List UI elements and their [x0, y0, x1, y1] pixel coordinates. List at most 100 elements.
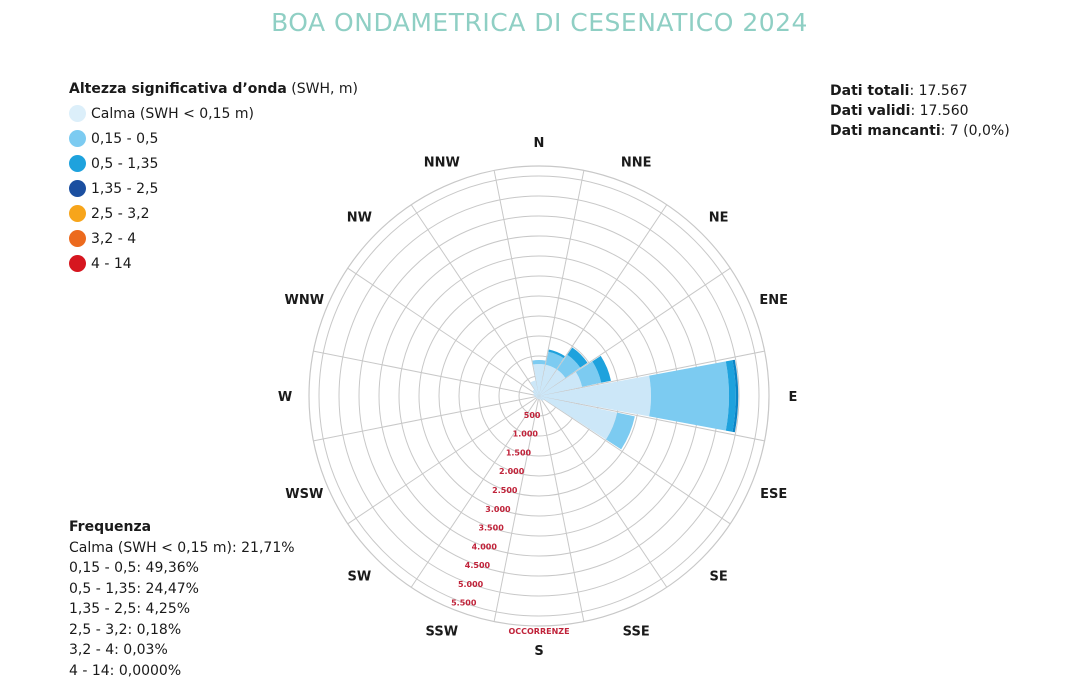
- missing-count: Dati mancanti: 7 (0,0%): [830, 123, 1010, 139]
- outer-ring: [308, 165, 770, 627]
- legend-label: 4 - 14: [91, 255, 132, 272]
- total-count: Dati totali: 17.567: [830, 83, 968, 99]
- radial-tick-label: 500: [524, 411, 541, 420]
- rose-bar: [539, 396, 618, 440]
- legend-label: 0,5 - 1,35: [91, 155, 159, 172]
- rose-bar: [539, 375, 652, 417]
- legend-swatch: [69, 230, 86, 247]
- grid-spoke: [538, 395, 668, 588]
- frequency-line: 0,15 - 0,5: 49,36%: [69, 560, 199, 576]
- direction-label: WSW: [285, 487, 323, 502]
- direction-label: WNW: [285, 293, 325, 308]
- direction-label: SSE: [623, 625, 650, 640]
- direction-label: NNW: [424, 155, 460, 170]
- radial-tick-label: 5.000: [458, 580, 484, 589]
- direction-label: NW: [347, 210, 372, 225]
- direction-label: NE: [709, 210, 729, 225]
- direction-label: NNE: [621, 155, 652, 170]
- grid-spoke: [313, 350, 540, 397]
- frequency-line: 0,5 - 1,35: 24,47%: [69, 580, 199, 597]
- grid-spoke: [538, 267, 731, 397]
- legend-item: 0,15 - 0,5: [69, 126, 358, 151]
- rose-bar: [606, 412, 635, 450]
- grid-spoke: [538, 204, 668, 397]
- direction-label: SSW: [426, 625, 458, 640]
- direction-label: W: [278, 390, 292, 405]
- legend-swatch: [69, 180, 86, 197]
- rose-bar: [575, 361, 602, 387]
- grid-spoke: [313, 395, 540, 442]
- rose-bar: [536, 396, 539, 399]
- legend-swatch: [69, 105, 86, 122]
- data-totals: Dati totali: 17.567 Dati validi: 17.560 …: [830, 81, 1010, 141]
- legend-item: 2,5 - 3,2: [69, 201, 358, 226]
- radial-tick-label: 3.000: [485, 505, 511, 514]
- rose-bar: [567, 347, 588, 368]
- legend-label: 0,15 - 0,5: [91, 130, 159, 147]
- rose-bar: [537, 396, 539, 400]
- direction-label: S: [534, 644, 543, 659]
- frequency-line: Calma (SWH < 0,15 m): 21,71%: [69, 539, 295, 556]
- frequency-title: Frequenza: [69, 519, 152, 535]
- rose-bar: [539, 364, 557, 396]
- legend-swatch: [69, 130, 86, 147]
- frequency-line: 4 - 14: 0,0000%: [69, 662, 182, 679]
- radial-tick-label: 3.500: [478, 524, 504, 533]
- radial-tick-label: 1.000: [513, 430, 539, 439]
- legend-item: 3,2 - 4: [69, 226, 358, 251]
- rose-bar: [538, 396, 540, 400]
- legend-label: 2,5 - 3,2: [91, 205, 150, 222]
- legend-label: 1,35 - 2,5: [91, 180, 159, 197]
- legend-item: 4 - 14: [69, 251, 358, 276]
- rose-bar: [530, 380, 539, 396]
- grid-spoke: [410, 204, 540, 397]
- rose-bar: [534, 395, 539, 397]
- legend-swatch: [69, 205, 86, 222]
- direction-label: ESE: [760, 487, 787, 502]
- grid-ring: [338, 195, 740, 597]
- rose-bar: [533, 392, 539, 396]
- radial-tick-label: 2.500: [492, 486, 518, 495]
- chart-title: BOA ONDAMETRICA DI CESENATICO 2024: [271, 8, 808, 37]
- radial-tick-label: 1.500: [506, 448, 532, 457]
- grid-spoke: [347, 267, 540, 397]
- rose-bar: [539, 396, 542, 400]
- rose-bar: [557, 354, 581, 378]
- frequency-line: 3,2 - 4: 0,03%: [69, 642, 168, 658]
- grid-spoke: [538, 170, 585, 397]
- grid-spoke: [493, 395, 540, 622]
- rose-bar: [539, 369, 566, 396]
- rose-bar: [539, 396, 544, 401]
- direction-label: SE: [709, 570, 727, 585]
- legend-label: 3,2 - 4: [91, 230, 137, 247]
- rose-bar: [732, 359, 739, 433]
- direction-label: SW: [348, 570, 372, 585]
- radial-axis-label: OCCORRENZE: [508, 627, 569, 636]
- legend-item: 0,5 - 1,35: [69, 151, 358, 176]
- legend-item: 1,35 - 2,5: [69, 176, 358, 201]
- frequency-panel: Frequenza Calma (SWH < 0,15 m): 21,71% 0,…: [69, 517, 295, 681]
- direction-label: N: [534, 136, 545, 151]
- legend-swatch: [69, 255, 86, 272]
- rose-bar: [592, 355, 611, 383]
- rose-bar: [532, 360, 546, 365]
- legend-label: Calma (SWH < 0,15 m): [91, 105, 254, 122]
- rose-bar: [649, 361, 729, 431]
- frequency-line: 1,35 - 2,5: 4,25%: [69, 601, 191, 617]
- rose-bar: [533, 364, 545, 396]
- grid-ring: [318, 175, 760, 617]
- rose-bar: [725, 360, 736, 432]
- rose-bar: [532, 389, 539, 396]
- radial-tick-label: 2.000: [499, 467, 525, 476]
- rose-bar: [545, 351, 564, 370]
- grid-spoke: [493, 170, 540, 397]
- grid-spoke: [538, 395, 585, 622]
- grid-spoke: [538, 395, 731, 525]
- rose-bar: [548, 349, 565, 359]
- legend-title: Altezza significativa d’onda (SWH, m): [69, 81, 358, 97]
- rose-bar: [539, 372, 583, 396]
- legend: Altezza significativa d’onda (SWH, m) Ca…: [69, 81, 358, 276]
- direction-label: ENE: [759, 293, 788, 308]
- grid-spoke: [538, 395, 765, 442]
